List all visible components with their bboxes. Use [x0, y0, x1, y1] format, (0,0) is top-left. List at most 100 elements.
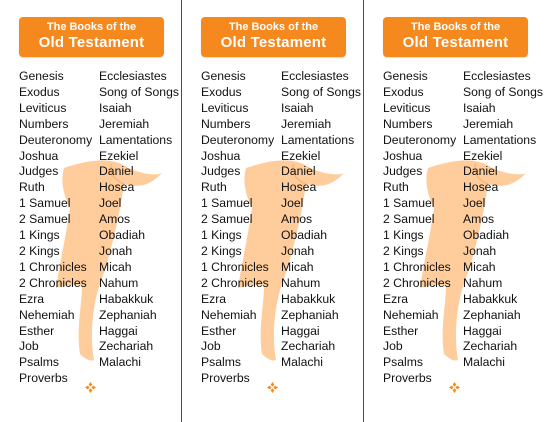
book-item: Malachi: [463, 355, 505, 370]
book-item: Habakkuk: [281, 291, 336, 306]
book-item: 2 Kings: [19, 243, 60, 258]
book-item: Daniel: [99, 164, 134, 179]
book-item: Genesis: [383, 69, 428, 83]
book-item: 2 Kings: [383, 243, 424, 258]
book-item: Ezekiel: [99, 148, 139, 163]
book-item: Proverbs: [201, 371, 250, 386]
book-item: Joel: [463, 196, 486, 211]
book-item: 1 Kings: [201, 228, 242, 243]
book-item: Lamentations: [281, 132, 355, 147]
bookmark-panel: The Books of the Old Testament Genesis Ex…: [182, 0, 364, 422]
book-item: Deuteronomy: [383, 132, 457, 147]
book-item: Nahum: [463, 275, 503, 290]
book-item: Micah: [99, 259, 132, 274]
book-item: Ruth: [383, 180, 409, 195]
book-item: Song of Songs: [99, 84, 179, 99]
scroll-icon: [238, 160, 344, 361]
diamond-flower-icon: [85, 382, 96, 393]
book-item: Zechariah: [281, 339, 336, 354]
book-item: Genesis: [201, 69, 246, 83]
book-item: Jeremiah: [99, 116, 150, 131]
book-list-left: Genesis Exodus Leviticus Numbers Deuteronomy…: [19, 69, 92, 387]
book-item: Joshua: [19, 148, 59, 163]
book-item: Obadiah: [463, 228, 510, 243]
banner-title: Old Testament: [402, 34, 509, 51]
book-item: 2 Chronicles: [19, 275, 87, 290]
book-item: Zephaniah: [281, 307, 339, 322]
book-item: Judges: [19, 164, 59, 179]
book-item: Zephaniah: [463, 307, 521, 322]
scroll-icon: [56, 160, 162, 361]
book-item: Nehemiah: [19, 307, 75, 322]
book-item: 1 Samuel: [19, 196, 71, 211]
book-item: Psalms: [383, 355, 423, 370]
book-item: Hosea: [463, 180, 499, 195]
book-item: Amos: [281, 212, 313, 227]
book-item: Exodus: [201, 84, 242, 99]
book-item: Ecclesiastes: [281, 69, 349, 83]
book-item: 2 Samuel: [19, 212, 71, 227]
book-item: Deuteronomy: [19, 132, 93, 147]
book-item: Isaiah: [99, 100, 132, 115]
book-item: 1 Kings: [19, 228, 60, 243]
book-item: Hosea: [281, 180, 317, 195]
book-item: Psalms: [19, 355, 59, 370]
book-list-left: Genesis Exodus Leviticus Numbers Deuteronomy…: [383, 69, 456, 387]
book-item: Ecclesiastes: [463, 69, 531, 83]
book-item: 2 Samuel: [201, 212, 253, 227]
book-item: Leviticus: [383, 100, 431, 115]
diamond-flower-icon: [449, 382, 460, 393]
book-item: Psalms: [201, 355, 241, 370]
book-list-right: Ecclesiastes Song of Songs Isaiah Jeremiah L…: [99, 69, 179, 371]
book-item: Zechariah: [99, 339, 154, 354]
book-item: Numbers: [383, 116, 433, 131]
book-item: Jonah: [99, 243, 133, 258]
banner-title: Old Testament: [220, 34, 327, 51]
book-item: Joshua: [383, 148, 423, 163]
book-item: Ezra: [383, 291, 409, 306]
book-item: 2 Kings: [201, 243, 242, 258]
book-item: Habakkuk: [463, 291, 518, 306]
book-item: Ezekiel: [463, 148, 503, 163]
book-item: Esther: [19, 323, 55, 338]
book-item: Haggai: [99, 323, 138, 338]
book-item: Zephaniah: [99, 307, 157, 322]
book-item: Song of Songs: [463, 84, 543, 99]
book-item: 1 Chronicles: [383, 259, 451, 274]
bookmark-panel: The Books of the Old Testament Genesis Ex…: [0, 0, 182, 422]
book-item: Daniel: [281, 164, 316, 179]
book-item: Malachi: [99, 355, 141, 370]
book-item: 1 Samuel: [201, 196, 253, 211]
book-item: Micah: [281, 259, 314, 274]
book-item: Jonah: [463, 243, 497, 258]
title-banner: The Books of the Old Testament: [201, 17, 346, 57]
book-item: Deuteronomy: [201, 132, 275, 147]
book-item: Haggai: [281, 323, 320, 338]
book-item: Ecclesiastes: [99, 69, 167, 83]
book-item: Numbers: [201, 116, 251, 131]
banner-subtitle: The Books of the: [410, 21, 501, 33]
book-item: Hosea: [99, 180, 135, 195]
book-item: Obadiah: [99, 228, 146, 243]
book-item: Lamentations: [463, 132, 537, 147]
book-item: Joel: [281, 196, 304, 211]
book-item: Numbers: [19, 116, 69, 131]
bookmark-panel: The Books of the Old Testament Genesis Ex…: [364, 0, 546, 422]
book-item: Ezra: [19, 291, 45, 306]
book-item: Joshua: [201, 148, 241, 163]
book-item: Amos: [99, 212, 131, 227]
book-item: Ruth: [201, 180, 227, 195]
book-item: Ezekiel: [281, 148, 321, 163]
book-list-left: Genesis Exodus Leviticus Numbers Deuteronomy…: [201, 69, 274, 387]
cut-line: [363, 0, 364, 422]
book-item: 1 Samuel: [383, 196, 435, 211]
book-item: Nehemiah: [383, 307, 439, 322]
book-list-right: Ecclesiastes Song of Songs Isaiah Jeremiah L…: [463, 69, 543, 371]
book-item: Ruth: [19, 180, 45, 195]
book-item: Nahum: [99, 275, 139, 290]
book-item: Joel: [99, 196, 122, 211]
book-item: Esther: [201, 323, 237, 338]
scroll-icon: [420, 160, 526, 361]
book-item: Micah: [463, 259, 496, 274]
